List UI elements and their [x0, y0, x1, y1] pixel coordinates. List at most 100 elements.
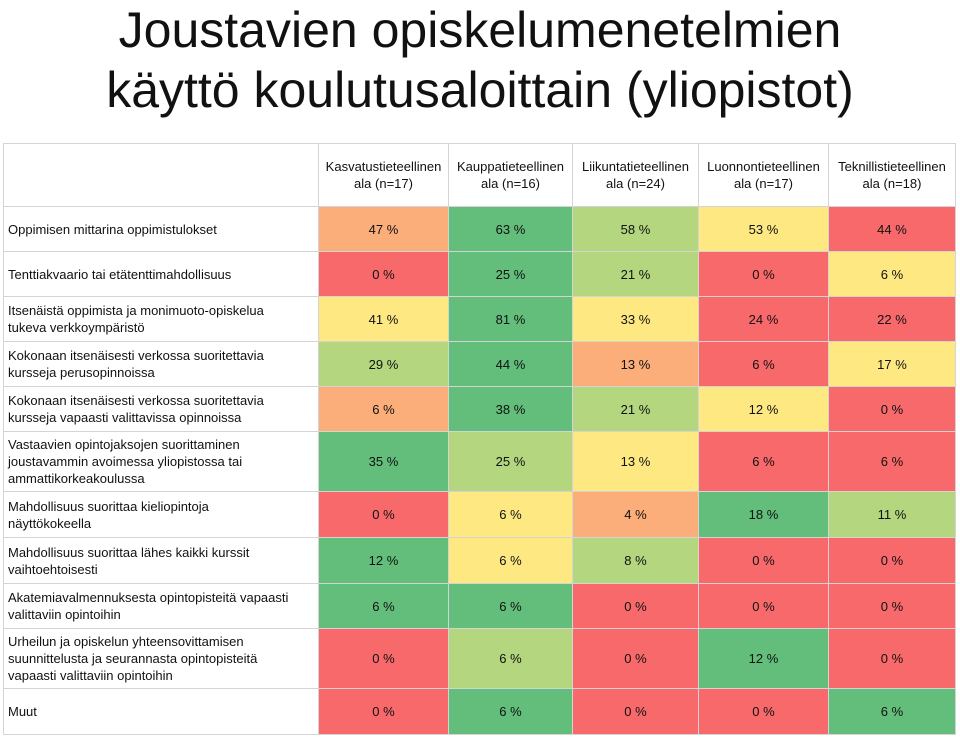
table-row: Oppimisen mittarina oppimistulokset 47 % 6…	[3, 206, 956, 252]
table-row: Vastaavien opintojaksojen suorittaminen j…	[3, 431, 956, 492]
row-label: Itsenäistä oppimista ja monimuoto-opiske…	[3, 296, 319, 342]
row-label: Mahdollisuus suorittaa kieliopintoja näyt…	[3, 491, 319, 538]
heatmap-cell: 6 %	[448, 537, 573, 584]
column-header-line-2: ala (n=24)	[606, 176, 665, 191]
column-header: Kasvatustieteellinen ala (n=17)	[318, 143, 449, 207]
table-row: Muut 0 % 6 % 0 % 0 % 6 %	[3, 688, 956, 735]
heatmap-cell: 6 %	[698, 431, 829, 492]
heatmap-cell: 6 %	[318, 583, 449, 629]
heatmap-cell: 0 %	[572, 628, 699, 689]
row-label-line: Oppimisen mittarina oppimistulokset	[8, 221, 217, 237]
heatmap-cell: 25 %	[448, 431, 573, 492]
heatmap-cell: 18 %	[698, 491, 829, 538]
row-label: Kokonaan itsenäisesti verkossa suoritett…	[3, 341, 319, 387]
heatmap-cell: 0 %	[318, 688, 449, 735]
heatmap-cell: 81 %	[448, 296, 573, 342]
row-label-line: Vastaavien opintojaksojen suorittaminen	[8, 437, 240, 452]
heatmap-cell: 6 %	[828, 251, 956, 297]
row-label-line: Itsenäistä oppimista ja monimuoto-opiske…	[8, 303, 264, 318]
column-header-line-1: Kasvatustieteellinen	[325, 159, 442, 174]
table-row: Urheilun ja opiskelun yhteensovittamisen…	[3, 628, 956, 689]
heatmap-cell: 44 %	[828, 206, 956, 252]
title-line-2: käyttö koulutusaloittain (yliopistot)	[106, 62, 854, 118]
column-header: Liikuntatieteellinen ala (n=24)	[572, 143, 699, 207]
row-label-line: kursseja vapaasti valittavissa opinnoiss…	[8, 410, 242, 425]
heatmap-cell: 6 %	[448, 583, 573, 629]
heatmap-cell: 21 %	[572, 386, 699, 432]
heatmap-cell: 0 %	[698, 583, 829, 629]
row-label-line: suunnittelusta ja seurannasta opintopist…	[8, 651, 258, 666]
column-header-line-2: ala (n=17)	[354, 176, 413, 191]
table-row: Mahdollisuus suorittaa lähes kaikki kurs…	[3, 537, 956, 584]
heatmap-cell: 0 %	[698, 251, 829, 297]
heatmap-cell: 53 %	[698, 206, 829, 252]
heatmap-cell: 6 %	[318, 386, 449, 432]
column-header: Teknillistieteellinen ala (n=18)	[828, 143, 956, 207]
heatmap-cell: 11 %	[828, 491, 956, 538]
heatmap-cell: 13 %	[572, 341, 699, 387]
row-label: Tenttiakvaario tai etätenttimahdollisuus	[3, 251, 319, 297]
row-label-line: vaihtoehtoisesti	[8, 561, 98, 577]
heatmap-cell: 24 %	[698, 296, 829, 342]
heatmap-cell: 6 %	[828, 431, 956, 492]
row-label: Muut	[3, 688, 319, 735]
table-row: Mahdollisuus suorittaa kieliopintoja näyt…	[3, 491, 956, 538]
heatmap-cell: 13 %	[572, 431, 699, 492]
heatmap-cell: 29 %	[318, 341, 449, 387]
heatmap-cell: 33 %	[572, 296, 699, 342]
column-header-line-2: ala (n=17)	[734, 176, 793, 191]
column-header-line-2: ala (n=16)	[481, 176, 540, 191]
column-header-line-2: ala (n=18)	[862, 176, 922, 191]
row-label: Akatemiavalmennuksesta opintopisteitä va…	[3, 583, 319, 629]
heatmap-cell: 0 %	[698, 537, 829, 584]
row-label-line: näyttökokeella	[8, 515, 92, 531]
heatmap-cell: 35 %	[318, 431, 449, 492]
column-header-line-1: Kauppatieteellinen	[457, 159, 564, 174]
heatmap-cell: 0 %	[828, 386, 956, 432]
row-label-line: Urheilun ja opiskelun yhteensovittamisen	[8, 634, 244, 649]
heatmap-cell: 0 %	[318, 251, 449, 297]
heatmap-cell: 0 %	[572, 583, 699, 629]
heatmap-cell: 0 %	[318, 491, 449, 538]
row-label-line: Tenttiakvaario tai etätenttimahdollisuus	[8, 266, 232, 282]
heatmap-cell: 12 %	[698, 628, 829, 689]
row-label-line: Muut	[8, 704, 37, 719]
heatmap-cell: 12 %	[698, 386, 829, 432]
row-label-line: ammattikorkeakoulussa	[8, 471, 145, 486]
heatmap-cell: 41 %	[318, 296, 449, 342]
table-row: Kokonaan itsenäisesti verkossa suoritett…	[3, 386, 956, 432]
heatmap-cell: 47 %	[318, 206, 449, 252]
heatmap-cell: 12 %	[318, 537, 449, 584]
row-label-line: vapaasti valittaviin opintoihin	[8, 668, 173, 683]
heatmap-cell: 6 %	[698, 341, 829, 387]
row-label: Urheilun ja opiskelun yhteensovittamisen…	[3, 628, 319, 689]
row-label-line: tukeva verkkoympäristö	[8, 320, 145, 335]
row-label-line: valittaviin opintoihin	[8, 607, 121, 622]
heatmap-cell: 0 %	[318, 628, 449, 689]
heatmap-cell: 58 %	[572, 206, 699, 252]
row-label: Mahdollisuus suorittaa lähes kaikki kurs…	[3, 537, 319, 584]
table-row: Akatemiavalmennuksesta opintopisteitä va…	[3, 583, 956, 629]
heatmap-cell: 8 %	[572, 537, 699, 584]
corner-cell	[3, 143, 319, 207]
heatmap-cell: 4 %	[572, 491, 699, 538]
row-label-line: Mahdollisuus suorittaa kieliopintoja	[8, 498, 209, 514]
heatmap-body: Oppimisen mittarina oppimistulokset 47 % 6…	[3, 206, 956, 735]
heatmap-cell: 6 %	[448, 491, 573, 538]
column-header-line-1: Luonnontieteellinen	[707, 159, 820, 174]
heatmap-cell: 6 %	[828, 688, 956, 735]
row-label-line: Akatemiavalmennuksesta opintopisteitä va…	[8, 590, 289, 605]
heatmap-cell: 0 %	[698, 688, 829, 735]
row-label: Kokonaan itsenäisesti verkossa suoritett…	[3, 386, 319, 432]
heatmap-cell: 0 %	[828, 537, 956, 584]
slide-title: Joustavien opiskelumenetelmien käyttö ko…	[0, 0, 960, 120]
heatmap-cell: 38 %	[448, 386, 573, 432]
row-label-line: kursseja perusopinnoissa	[8, 365, 155, 380]
heatmap-cell: 0 %	[828, 628, 956, 689]
heatmap-cell: 25 %	[448, 251, 573, 297]
heatmap-cell: 6 %	[448, 688, 573, 735]
title-line-1: Joustavien opiskelumenetelmien	[118, 2, 842, 58]
heatmap-cell: 63 %	[448, 206, 573, 252]
column-header: Kauppatieteellinen ala (n=16)	[448, 143, 573, 207]
table-row: Tenttiakvaario tai etätenttimahdollisuus…	[3, 251, 956, 297]
